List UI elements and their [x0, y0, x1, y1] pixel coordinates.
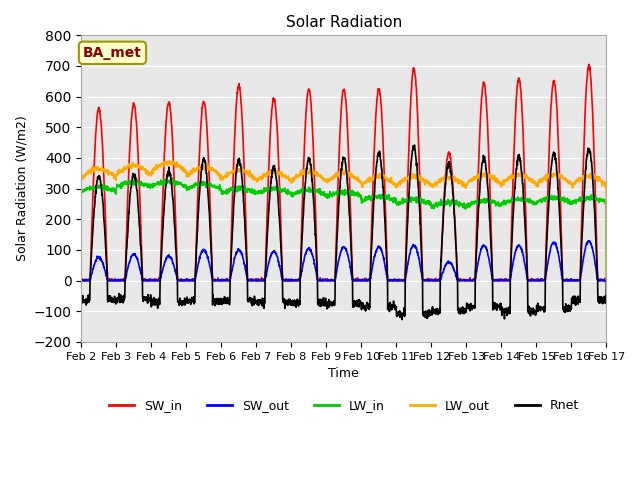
LW_in [224, 188, 232, 193]
LW_in [571, 197, 579, 203]
Rnet [359, 300, 367, 306]
Rnet [398, 317, 406, 323]
SW_out [78, 278, 86, 284]
SW_in [585, 61, 593, 67]
LW_in [371, 195, 378, 201]
Rnet [602, 278, 610, 284]
LW_out [224, 170, 232, 176]
SW_out [359, 278, 367, 284]
Line: Rnet: Rnet [81, 145, 606, 320]
LW_out [371, 172, 378, 178]
LW_out [571, 181, 579, 187]
LW_in [497, 201, 504, 207]
LW_out [77, 175, 85, 181]
LW_in [556, 195, 564, 201]
SW_out [556, 262, 564, 268]
SW_in [571, 278, 579, 284]
SW_in [602, 278, 610, 284]
SW_in [497, 278, 504, 284]
SW_out [77, 277, 85, 283]
LW_out [165, 158, 173, 164]
Line: LW_out: LW_out [81, 161, 606, 281]
Rnet [411, 142, 419, 148]
Line: SW_in: SW_in [81, 64, 606, 281]
Rnet [224, 295, 232, 300]
LW_in [168, 175, 176, 181]
LW_out [497, 180, 504, 185]
SW_out [371, 253, 378, 259]
LW_out [602, 278, 610, 284]
SW_out [571, 277, 579, 283]
LW_in [77, 189, 85, 194]
SW_out [497, 277, 504, 283]
SW_in [77, 278, 85, 284]
LW_out [556, 174, 564, 180]
LW_in [359, 199, 367, 205]
SW_in [224, 278, 232, 284]
Rnet [497, 303, 504, 309]
Rnet [557, 229, 564, 235]
SW_in [371, 144, 378, 150]
LW_in [602, 278, 610, 284]
Line: LW_in: LW_in [81, 178, 606, 281]
SW_out [224, 276, 232, 282]
X-axis label: Time: Time [328, 367, 359, 380]
Rnet [571, 300, 579, 306]
SW_in [77, 277, 85, 283]
Line: SW_out: SW_out [81, 240, 606, 281]
SW_out [602, 278, 610, 284]
Legend: SW_in, SW_out, LW_in, LW_out, Rnet: SW_in, SW_out, LW_in, LW_out, Rnet [104, 394, 584, 417]
Y-axis label: Solar Radiation (W/m2): Solar Radiation (W/m2) [15, 116, 28, 262]
SW_in [359, 278, 367, 284]
SW_in [556, 193, 564, 199]
Text: BA_met: BA_met [83, 46, 142, 60]
Rnet [371, 196, 378, 202]
Rnet [77, 298, 85, 303]
LW_out [359, 183, 367, 189]
Title: Solar Radiation: Solar Radiation [285, 15, 402, 30]
SW_out [585, 238, 593, 243]
